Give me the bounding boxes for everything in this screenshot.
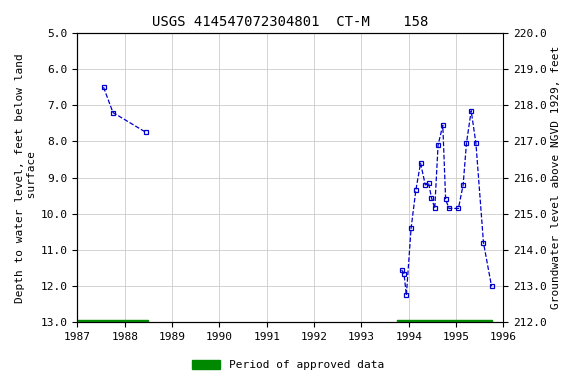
- Title: USGS 414547072304801  CT-M    158: USGS 414547072304801 CT-M 158: [152, 15, 429, 29]
- Legend: Period of approved data: Period of approved data: [188, 356, 388, 375]
- Y-axis label: Groundwater level above NGVD 1929, feet: Groundwater level above NGVD 1929, feet: [551, 46, 561, 309]
- Y-axis label: Depth to water level, feet below land
 surface: Depth to water level, feet below land su…: [15, 53, 37, 303]
